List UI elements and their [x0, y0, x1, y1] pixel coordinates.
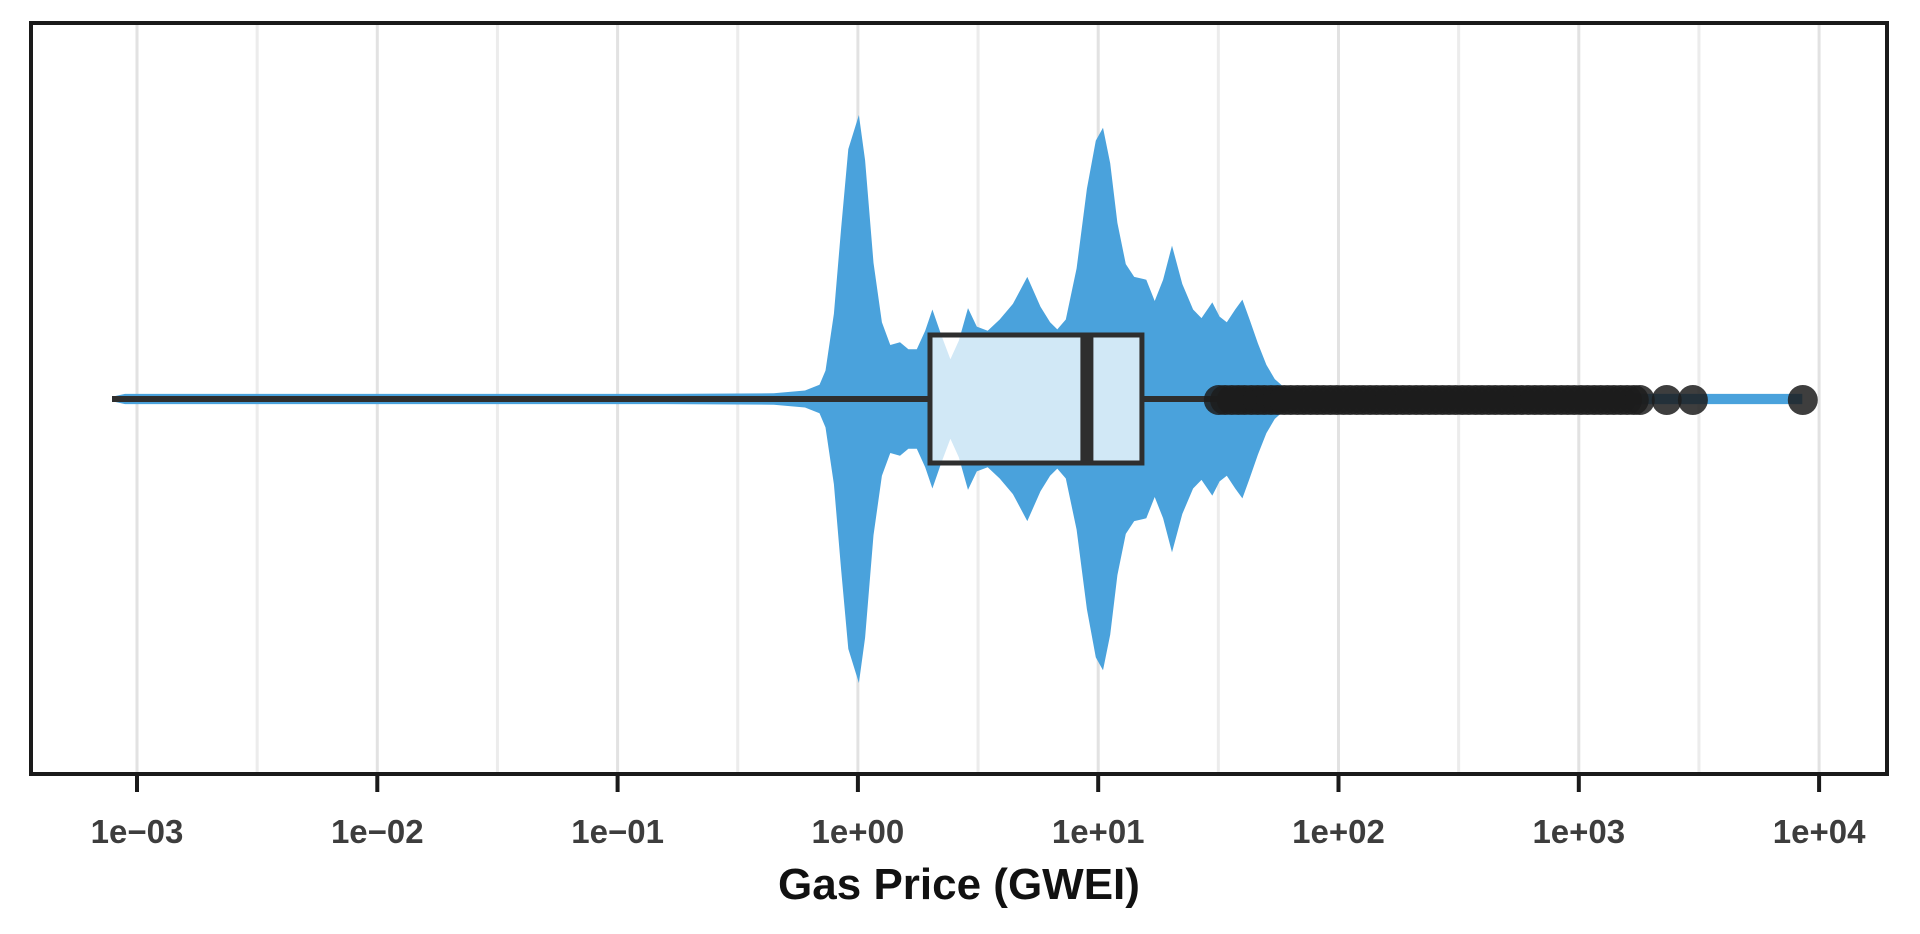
x-axis-tick-label: 1e+00 [812, 813, 905, 850]
box-plot [112, 332, 1218, 466]
box-iqr-rect [927, 332, 1145, 466]
x-axis-tick-label: 1e−03 [91, 813, 184, 850]
panel-border [29, 21, 1889, 776]
x-axis-ticks [135, 776, 1822, 792]
outlier-point [1677, 385, 1708, 415]
outlier-point [1787, 385, 1818, 415]
outlier-points [1203, 385, 1818, 415]
x-axis-tick-label: 1e+04 [1773, 813, 1866, 850]
x-axis-tick-labels: 1e−03 1e−02 1e−01 1e+00 1e+01 1e+02 1e+03 1e+04 [91, 813, 1866, 850]
x-axis-tick-label: 1e−01 [571, 813, 664, 850]
outlier-point [1624, 385, 1655, 415]
x-axis-tick-label: 1e+01 [1052, 813, 1145, 850]
x-axis-tick-label: 1e−02 [331, 813, 424, 850]
x-axis-title: Gas Price (GWEI) [778, 860, 1140, 909]
x-axis-tick-label: 1e+02 [1292, 813, 1385, 850]
outlier-point [1651, 385, 1682, 415]
x-axis-tick-label: 1e+03 [1532, 813, 1625, 850]
